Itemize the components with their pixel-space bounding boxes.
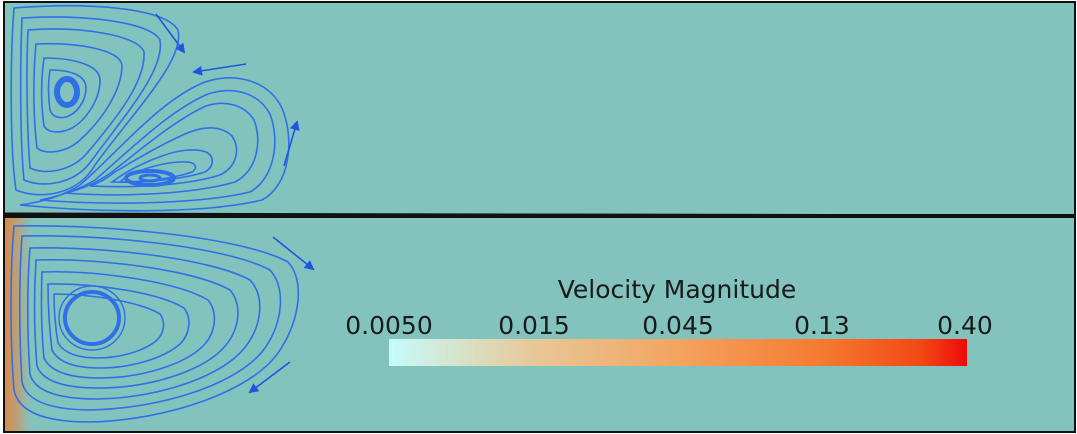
arrow-up [283,120,300,167]
colorbar-gradient [389,339,967,366]
colorbar-tick: 0.045 [642,311,714,340]
arrow-down-right [155,13,186,54]
bottom-vortex [10,224,300,423]
colorbar-tick: 0.13 [794,311,850,340]
top-left-vortex [10,5,180,196]
colorbar-legend: Velocity Magnitude 0.0050 0.015 0.045 0.… [345,275,993,366]
panel-divider [3,212,1076,218]
arrow-down-right-bottom [272,236,315,271]
colorbar-tick: 0.015 [498,311,570,340]
arrow-down-left-bottom [248,361,291,394]
top-right-vortex [19,77,290,212]
top-flow-arrows [155,13,300,167]
colorbar-tick: 0.0050 [345,311,432,340]
colorbar-tick: 0.40 [937,311,993,340]
top-panel [3,1,1076,216]
arrow-left [192,63,247,76]
bottom-panel: Velocity Magnitude 0.0050 0.015 0.045 0.… [3,216,1076,433]
colorbar-title: Velocity Magnitude [558,275,796,304]
bottom-flow-arrows [248,236,315,394]
